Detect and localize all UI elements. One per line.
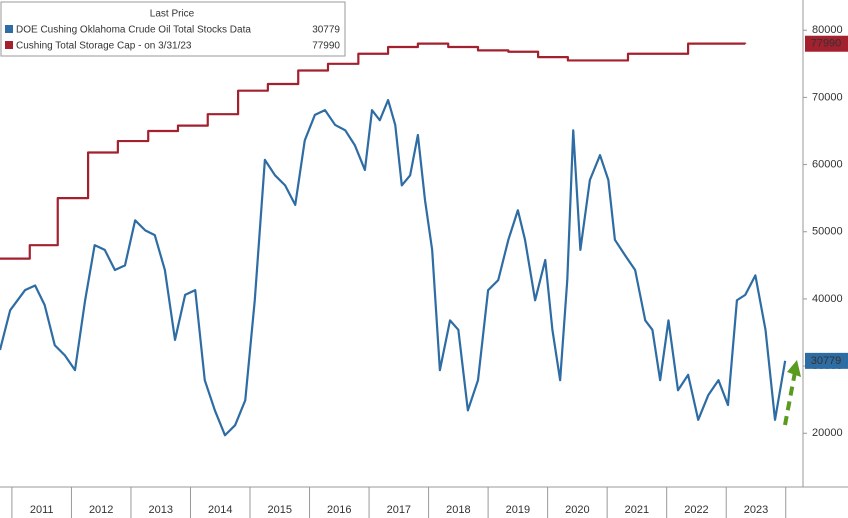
x-tick-label: 2013	[148, 504, 172, 516]
x-tick-label: 2012	[89, 504, 113, 516]
last-value-box	[805, 35, 848, 52]
legend: Last Price DOE Cushing Oklahoma Crude Oi…	[0, 1, 346, 57]
x-tick-label: 2017	[387, 504, 411, 516]
x-tick-label: 2015	[268, 504, 292, 516]
x-tick-label: 2020	[565, 504, 589, 516]
legend-title: Last Price	[150, 9, 195, 20]
x-tick-label: 2018	[446, 504, 470, 516]
annotation-arrowhead	[787, 360, 801, 377]
y-tick-label: 20000	[812, 427, 843, 439]
legend-label: DOE Cushing Oklahoma Crude Oil Total Sto…	[16, 25, 251, 36]
legend-swatch	[5, 25, 13, 33]
last-value-box	[805, 352, 848, 369]
x-tick-label: 2019	[506, 504, 530, 516]
x-tick-label: 2021	[625, 504, 649, 516]
x-tick-label: 2011	[30, 504, 54, 516]
annotation-arrow	[783, 371, 797, 426]
last-value-label: 30779	[811, 355, 842, 367]
x-tick-label: 2014	[208, 504, 232, 516]
last-value-label: 77990	[811, 38, 842, 50]
legend-swatch	[5, 41, 13, 49]
y-tick-label: 50000	[812, 226, 843, 238]
x-tick-label: 2023	[744, 504, 768, 516]
series-line	[0, 42, 747, 260]
x-tick-label: 2022	[684, 504, 708, 516]
plot	[0, 42, 787, 437]
legend-label: Cushing Total Storage Cap - on 3/31/23	[16, 41, 192, 52]
y-tick-label: 60000	[812, 158, 843, 170]
legend-value: 30779	[312, 25, 340, 36]
legend-box	[0, 1, 346, 57]
legend-value: 77990	[312, 41, 340, 52]
y-tick-label: 40000	[812, 293, 843, 305]
x-tick-label: 2016	[327, 504, 351, 516]
y-tick-label: 80000	[812, 24, 843, 36]
y-tick-label: 70000	[812, 91, 843, 103]
series-line	[0, 98, 787, 437]
